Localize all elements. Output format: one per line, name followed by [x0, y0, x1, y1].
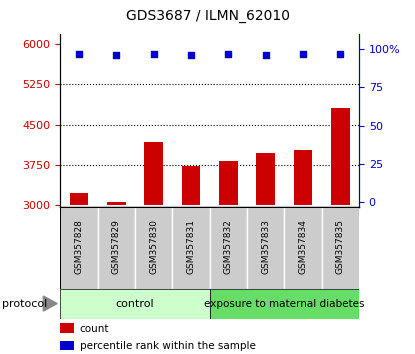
Bar	[284, 207, 322, 289]
Text: exposure to maternal diabetes: exposure to maternal diabetes	[204, 298, 364, 309]
Text: GDS3687 / ILMN_62010: GDS3687 / ILMN_62010	[125, 9, 290, 23]
Bar	[60, 207, 98, 289]
Bar	[135, 207, 172, 289]
Bar	[181, 166, 200, 205]
Text: GSM357835: GSM357835	[336, 219, 345, 274]
Polygon shape	[43, 296, 57, 311]
Point	[76, 51, 82, 56]
Bar	[172, 207, 210, 289]
Text: GSM357830: GSM357830	[149, 219, 158, 274]
Text: GSM357828: GSM357828	[74, 219, 83, 274]
Point	[188, 52, 194, 58]
Bar	[60, 289, 210, 319]
Text: control: control	[115, 298, 154, 309]
Bar	[294, 150, 312, 205]
Bar	[144, 142, 163, 205]
Bar	[219, 161, 237, 205]
Text: count: count	[80, 324, 109, 333]
Bar	[322, 207, 359, 289]
Bar	[210, 289, 359, 319]
Point	[150, 51, 157, 56]
Bar	[60, 341, 73, 350]
Point	[225, 51, 232, 56]
Text: GSM357833: GSM357833	[261, 219, 270, 274]
Text: GSM357832: GSM357832	[224, 219, 233, 274]
Bar	[98, 207, 135, 289]
Text: GSM357834: GSM357834	[298, 219, 308, 274]
Bar	[60, 323, 73, 333]
Bar	[69, 193, 88, 205]
Text: percentile rank within the sample: percentile rank within the sample	[80, 341, 256, 350]
Text: protocol: protocol	[2, 298, 47, 309]
Text: GSM357829: GSM357829	[112, 219, 121, 274]
Bar	[107, 202, 125, 205]
Text: GSM357831: GSM357831	[186, 219, 195, 274]
Bar	[331, 108, 349, 205]
Bar	[247, 207, 284, 289]
Bar	[210, 207, 247, 289]
Point	[113, 52, 120, 58]
Point	[337, 51, 344, 56]
Point	[262, 52, 269, 58]
Bar	[256, 153, 275, 205]
Point	[300, 51, 306, 56]
